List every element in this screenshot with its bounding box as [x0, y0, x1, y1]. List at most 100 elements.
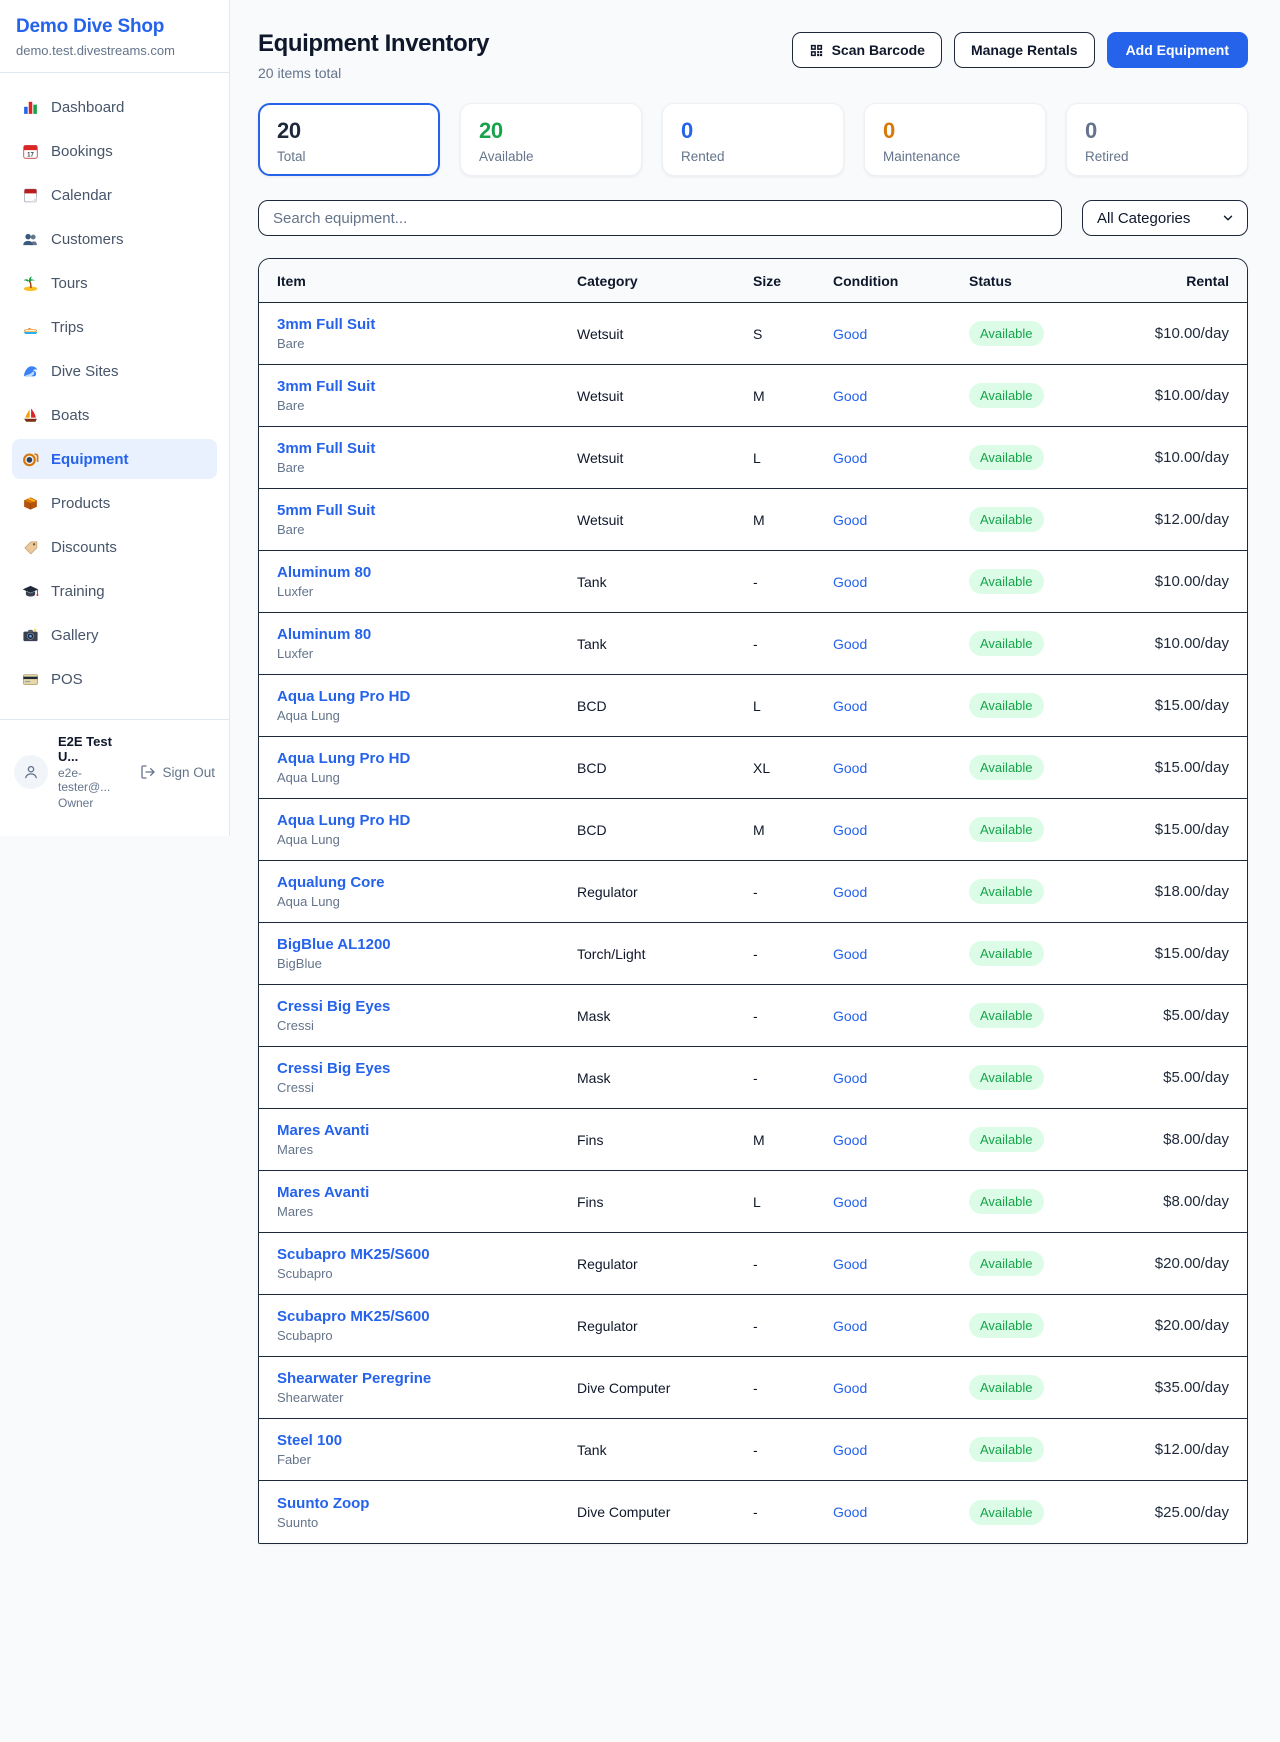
- add-equipment-label: Add Equipment: [1125, 42, 1229, 58]
- table-row: Aqualung Core Aqua Lung Regulator - Good Avai…: [259, 861, 1247, 923]
- item-condition-link[interactable]: Good: [833, 511, 868, 528]
- stat-card-maintenance[interactable]: 0 Maintenance: [864, 103, 1046, 176]
- item-name-link[interactable]: Cressi Big Eyes: [277, 1060, 391, 1077]
- item-condition-link[interactable]: Good: [833, 1069, 868, 1086]
- item-name-link[interactable]: Mares Avanti: [277, 1184, 370, 1201]
- sailboat-icon: [22, 407, 39, 424]
- manage-rentals-button[interactable]: Manage Rentals: [953, 32, 1095, 68]
- status-badge: Available: [969, 1499, 1044, 1525]
- item-brand: Bare: [277, 522, 305, 537]
- item-condition-link[interactable]: Good: [833, 573, 868, 590]
- sidebar-item-dive-sites[interactable]: Dive Sites: [12, 351, 217, 391]
- item-condition-link[interactable]: Good: [833, 1131, 868, 1148]
- item-category: Wetsuit: [577, 511, 624, 528]
- item-name-link[interactable]: Shearwater Peregrine: [277, 1370, 432, 1387]
- item-name-link[interactable]: Aluminum 80: [277, 626, 372, 643]
- item-brand: BigBlue: [277, 956, 322, 971]
- item-name-link[interactable]: Aqua Lung Pro HD: [277, 812, 411, 829]
- item-name-link[interactable]: Scubapro MK25/S600: [277, 1246, 430, 1263]
- sidebar-item-customers[interactable]: Customers: [12, 219, 217, 259]
- item-size: L: [753, 1193, 761, 1210]
- table-row: BigBlue AL1200 BigBlue Torch/Light - Good Ava…: [259, 923, 1247, 985]
- item-condition-link[interactable]: Good: [833, 697, 868, 714]
- filter-row: All Categories: [258, 200, 1248, 236]
- item-brand: Aqua Lung: [277, 770, 340, 785]
- item-condition-link[interactable]: Good: [833, 635, 868, 652]
- item-name-link[interactable]: 5mm Full Suit: [277, 502, 376, 519]
- item-condition-link[interactable]: Good: [833, 1255, 868, 1272]
- item-rental-rate: $12.00/day: [1154, 1441, 1229, 1458]
- item-name-link[interactable]: Aqualung Core: [277, 874, 385, 891]
- scan-barcode-button[interactable]: Scan Barcode: [791, 32, 942, 68]
- palm-island-icon: [22, 275, 39, 292]
- item-name-link[interactable]: Aqua Lung Pro HD: [277, 688, 411, 705]
- item-rental-rate: $10.00/day: [1154, 325, 1229, 342]
- table-row: Aqua Lung Pro HD Aqua Lung BCD L Good Availab…: [259, 675, 1247, 737]
- sidebar-item-pos[interactable]: POS: [12, 659, 217, 699]
- item-category: Torch/Light: [577, 945, 646, 962]
- item-name-link[interactable]: Aqua Lung Pro HD: [277, 750, 411, 767]
- item-condition-link[interactable]: Good: [833, 945, 868, 962]
- item-condition-link[interactable]: Good: [833, 1379, 868, 1396]
- brand-title[interactable]: Demo Dive Shop: [16, 16, 165, 37]
- stat-card-rented[interactable]: 0 Rented: [662, 103, 844, 176]
- sidebar-item-equipment[interactable]: Equipment: [12, 439, 217, 479]
- stat-value: 20: [277, 118, 301, 143]
- stat-card-total[interactable]: 20 Total: [258, 103, 440, 176]
- stat-value: 0: [883, 118, 895, 143]
- item-condition-link[interactable]: Good: [833, 883, 868, 900]
- sign-out-button[interactable]: Sign Out: [140, 764, 215, 780]
- sidebar-item-calendar[interactable]: Calendar: [12, 175, 217, 215]
- sidebar-item-tours[interactable]: Tours: [12, 263, 217, 303]
- item-condition-link[interactable]: Good: [833, 325, 868, 342]
- stat-card-available[interactable]: 20 Available: [460, 103, 642, 176]
- status-badge: Available: [969, 631, 1044, 656]
- item-name-link[interactable]: Cressi Big Eyes: [277, 998, 391, 1015]
- item-condition-link[interactable]: Good: [833, 821, 868, 838]
- camera-icon: [22, 627, 39, 644]
- sidebar-item-trips[interactable]: Trips: [12, 307, 217, 347]
- item-name-link[interactable]: Scubapro MK25/S600: [277, 1308, 430, 1325]
- column-header-size: Size: [753, 272, 782, 289]
- item-name-link[interactable]: Aluminum 80: [277, 564, 372, 581]
- equipment-table: Item Category Size Condition Status Rental 3mm…: [258, 258, 1248, 1544]
- item-condition-link[interactable]: Good: [833, 387, 868, 404]
- item-name-link[interactable]: BigBlue AL1200: [277, 936, 391, 953]
- item-condition-link[interactable]: Good: [833, 449, 868, 466]
- item-size: -: [753, 945, 758, 962]
- status-badge: Available: [969, 445, 1044, 470]
- table-row: Cressi Big Eyes Cressi Mask - Good Available $…: [259, 1047, 1247, 1109]
- item-condition-link[interactable]: Good: [833, 1317, 868, 1334]
- item-name-link[interactable]: Suunto Zoop: [277, 1494, 370, 1512]
- item-name-link[interactable]: 3mm Full Suit: [277, 378, 376, 395]
- item-condition-link[interactable]: Good: [833, 759, 868, 776]
- item-name-link[interactable]: Mares Avanti: [277, 1122, 370, 1139]
- sidebar-item-products[interactable]: Products: [12, 483, 217, 523]
- item-name-link[interactable]: 3mm Full Suit: [277, 316, 376, 333]
- sidebar-item-label: Calendar: [51, 186, 112, 204]
- item-condition-link[interactable]: Good: [833, 1441, 868, 1458]
- item-brand: Aqua Lung: [277, 894, 340, 909]
- item-condition-link[interactable]: Good: [833, 1504, 868, 1520]
- sidebar-item-bookings[interactable]: 17 Bookings: [12, 131, 217, 171]
- stat-label: Maintenance: [883, 149, 961, 164]
- item-brand: Luxfer: [277, 584, 314, 599]
- stat-card-retired[interactable]: 0 Retired: [1066, 103, 1248, 176]
- status-badge: Available: [969, 1251, 1044, 1276]
- category-select[interactable]: All Categories: [1082, 200, 1248, 236]
- sidebar-item-gallery[interactable]: Gallery: [12, 615, 217, 655]
- item-condition-link[interactable]: Good: [833, 1007, 868, 1024]
- add-equipment-button[interactable]: Add Equipment: [1106, 32, 1248, 68]
- logout-icon: [140, 764, 156, 780]
- sidebar-item-dashboard[interactable]: Dashboard: [12, 87, 217, 127]
- item-condition-link[interactable]: Good: [833, 1193, 868, 1210]
- sidebar-item-training[interactable]: Training: [12, 571, 217, 611]
- sidebar-item-discounts[interactable]: Discounts: [12, 527, 217, 567]
- search-input[interactable]: [258, 200, 1062, 236]
- item-brand: Aqua Lung: [277, 832, 340, 847]
- item-rental-rate: $15.00/day: [1154, 759, 1229, 776]
- item-name-link[interactable]: Steel 100: [277, 1432, 343, 1449]
- sidebar-item-boats[interactable]: Boats: [12, 395, 217, 435]
- item-name-link[interactable]: 3mm Full Suit: [277, 440, 376, 457]
- item-size: S: [753, 325, 763, 342]
